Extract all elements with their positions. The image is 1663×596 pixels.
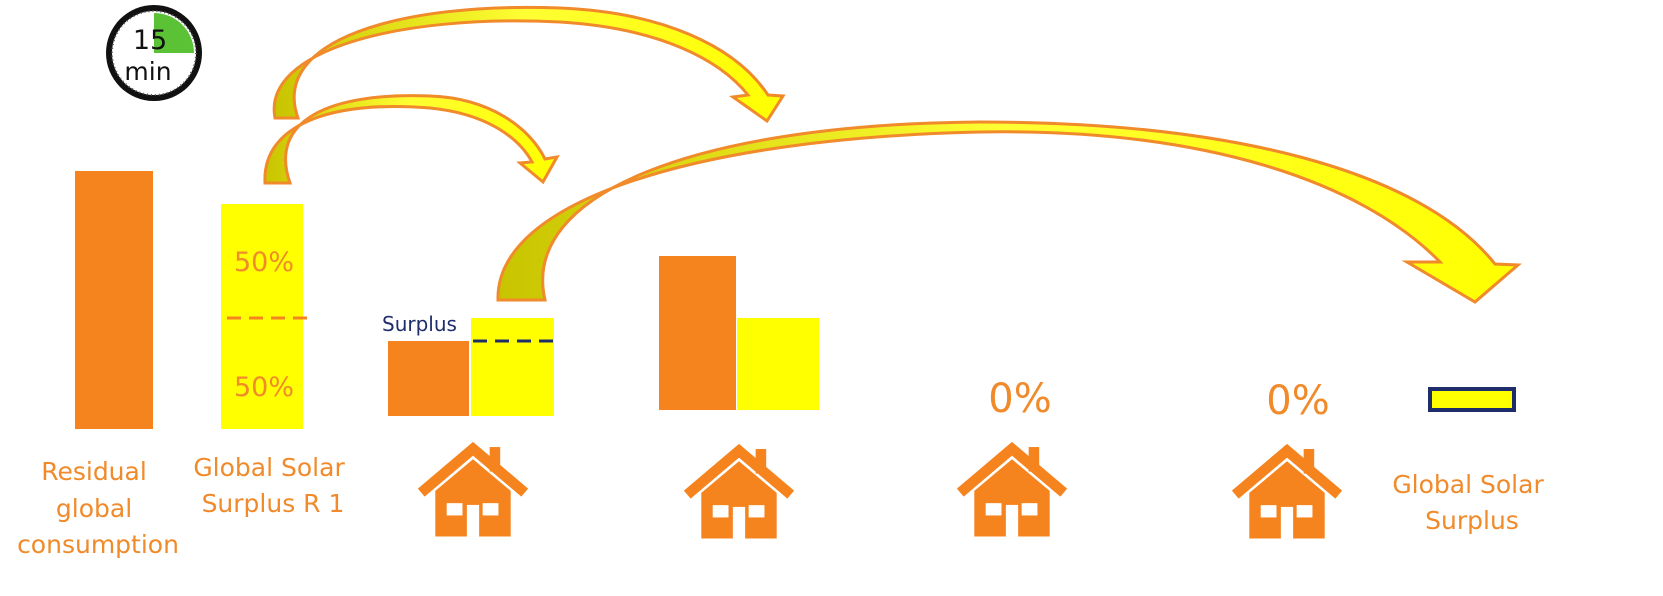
global-solar-surplus-label: Global Solar Surplus — [1392, 470, 1551, 535]
timer-value: 15 — [133, 25, 167, 56]
house-icon — [1235, 449, 1338, 538]
global-solar-surplus-r1-label: Global Solar Surplus R 1 — [193, 453, 352, 518]
stopwatch-icon: 15 min — [106, 5, 202, 101]
house-3-share-label: 0% — [988, 376, 1051, 422]
house-icon — [960, 447, 1063, 536]
bottom-share-label: 50% — [234, 372, 294, 403]
residual-consumption-bar — [75, 171, 153, 429]
house-1-solar-bar — [471, 318, 554, 416]
residual-consumption-label: Residual global consumption — [17, 457, 179, 559]
arrow-to-house-1 — [263, 94, 560, 185]
surplus-label: Surplus — [382, 312, 457, 336]
arrow-to-house-2 — [272, 5, 786, 124]
timer-elapsed-wedge — [154, 13, 194, 53]
house-icon — [421, 447, 524, 536]
house-2-solar-bar — [737, 318, 819, 410]
arrows — [263, 5, 1522, 304]
top-share-label: 50% — [234, 247, 294, 278]
global-solar-surplus-bar — [1428, 387, 1516, 412]
house-icon — [687, 449, 790, 538]
house-2-consumption-bar — [659, 256, 736, 410]
house-4-share-label: 0% — [1266, 378, 1329, 424]
timer-unit: min — [124, 57, 171, 86]
arrow-to-global-surplus — [496, 120, 1522, 304]
house-1-consumption-bar — [388, 341, 469, 416]
